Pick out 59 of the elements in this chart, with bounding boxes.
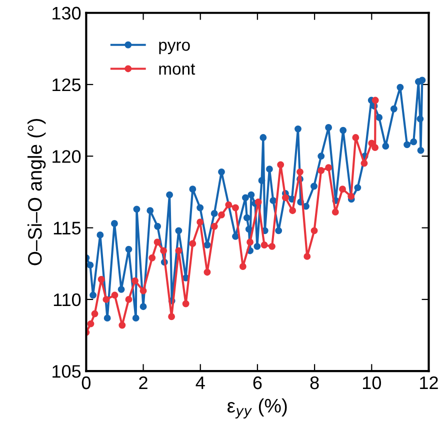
point	[310, 227, 318, 234]
point	[140, 287, 147, 294]
x-tick-label: 2	[139, 376, 148, 390]
legend-label: pyro	[159, 42, 190, 54]
point	[98, 276, 105, 283]
point	[318, 167, 325, 174]
point	[204, 268, 211, 276]
point	[182, 300, 190, 308]
point	[148, 254, 156, 262]
x-axis-title: ε$_{yy}$ (%)	[228, 398, 287, 418]
point	[268, 242, 276, 250]
point	[189, 240, 196, 248]
y-tick-label: 130	[52, 6, 81, 20]
x-tick-label: 6	[253, 376, 262, 390]
point	[210, 222, 218, 230]
point	[160, 247, 168, 254]
point	[168, 313, 176, 320]
point	[196, 218, 204, 226]
point	[218, 211, 225, 218]
y-tick-label: 120	[52, 150, 81, 163]
point	[296, 168, 304, 176]
point	[111, 292, 118, 299]
point	[225, 201, 232, 208]
point	[254, 198, 262, 206]
point	[175, 247, 182, 254]
y-tick-label: 110	[54, 293, 81, 306]
point	[232, 204, 239, 212]
y-tick-label: 115	[54, 222, 81, 235]
point	[125, 296, 132, 303]
x-tick-label: 10	[362, 376, 381, 390]
point	[325, 164, 332, 172]
point	[246, 238, 254, 246]
y-axis-title: O–Si–O angle (°)	[28, 119, 46, 266]
x-tick-label: 12	[420, 376, 438, 390]
point	[304, 252, 311, 260]
point	[339, 186, 346, 193]
point	[277, 161, 284, 168]
point	[239, 263, 246, 270]
point	[348, 192, 355, 200]
point	[360, 160, 368, 167]
point	[352, 134, 360, 141]
point	[118, 322, 126, 329]
point	[91, 310, 98, 318]
point	[372, 96, 379, 104]
point	[87, 320, 94, 328]
point	[102, 296, 110, 303]
y-tick-label: 105	[52, 365, 81, 378]
point	[282, 194, 289, 202]
point	[132, 277, 138, 284]
point	[260, 242, 268, 248]
point	[289, 207, 296, 214]
legend-label: mont	[159, 64, 196, 75]
y-tick-label: 125	[52, 78, 81, 92]
x-tick-label: 8	[310, 376, 319, 390]
point	[372, 144, 379, 152]
x-tick-label: 0	[82, 376, 91, 390]
x-tick-label: 4	[196, 376, 205, 390]
point	[154, 238, 161, 246]
point	[332, 208, 339, 216]
